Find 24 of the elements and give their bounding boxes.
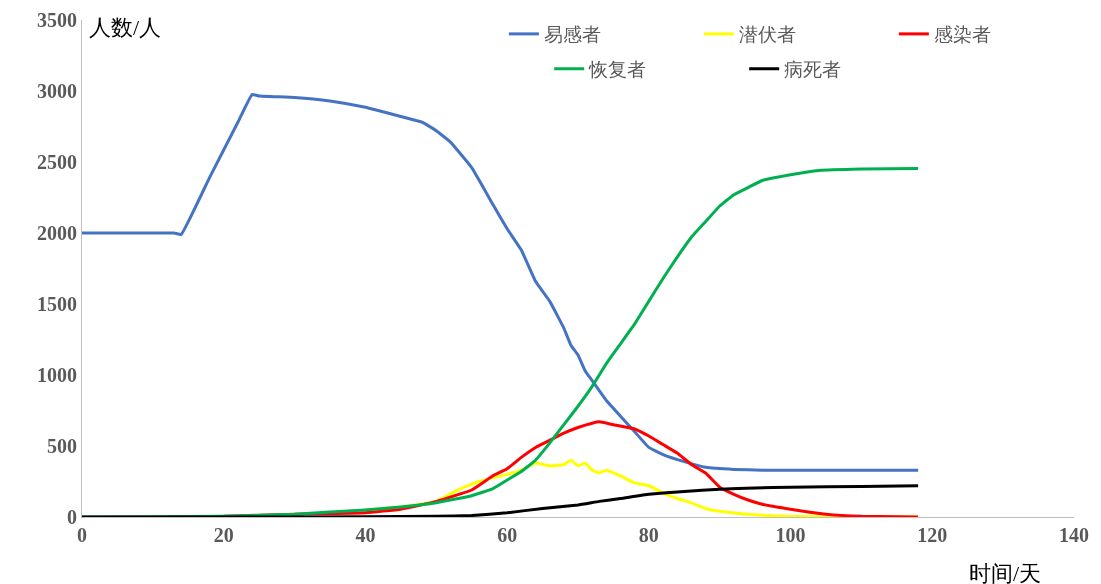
y-tick-label: 2000	[37, 222, 77, 244]
y-tick-label: 3500	[37, 9, 77, 31]
y-tick-label: 0	[67, 506, 77, 528]
y-tick-label: 1000	[37, 364, 77, 386]
x-tick-label: 80	[638, 524, 659, 546]
legend-label: 感染者	[933, 23, 991, 46]
legend-label: 恢复者	[588, 58, 647, 81]
y-tick-label: 500	[47, 435, 77, 457]
x-axis-title: 时间/天	[969, 561, 1042, 584]
legend-label: 潜伏者	[738, 23, 796, 46]
x-tick-label: 40	[355, 524, 376, 546]
legend-label: 易感者	[543, 23, 601, 46]
y-tick-label: 2500	[37, 151, 77, 173]
y-tick-label: 3000	[37, 80, 77, 102]
x-tick-label: 140	[1059, 524, 1089, 546]
x-tick-label: 120	[917, 524, 948, 546]
y-axis-title: 人数/人	[89, 15, 162, 40]
legend-label: 病死者	[784, 58, 842, 81]
x-tick-label: 100	[775, 524, 806, 546]
line-series	[82, 484, 920, 517]
line-series	[82, 93, 920, 472]
x-tick-label: 20	[213, 524, 234, 546]
y-tick-label: 1500	[37, 293, 77, 315]
x-tick-label: 60	[497, 524, 518, 546]
